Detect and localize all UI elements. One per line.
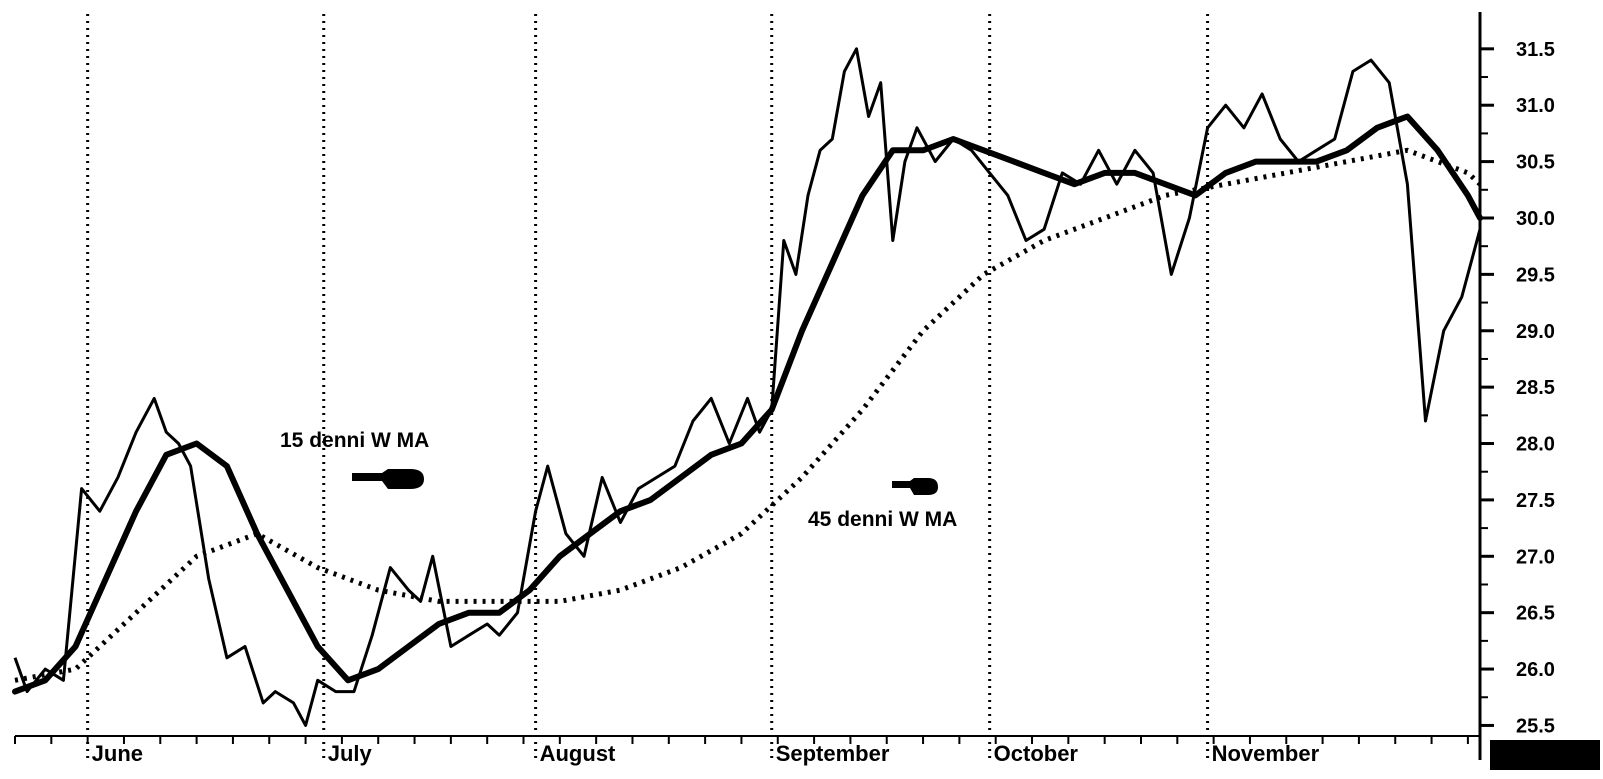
month-label: November	[1212, 741, 1320, 766]
ma-15-line	[12, 113, 1483, 695]
month-label: June	[92, 741, 143, 766]
ma-45-line	[14, 147, 1482, 683]
y-tick-label: 31.5	[1516, 39, 1555, 61]
annotation-15-day-label: 15 denni W MA	[280, 429, 429, 452]
pointing-hand-icon	[352, 469, 424, 489]
y-tick-label: 26.5	[1516, 603, 1555, 625]
y-tick-label: 28.5	[1516, 377, 1555, 399]
y-tick-label: 29.0	[1516, 321, 1555, 343]
month-label: September	[776, 741, 890, 766]
y-tick-label: 30.5	[1516, 152, 1555, 174]
y-tick-label: 26.0	[1516, 659, 1555, 681]
x-axis	[14, 735, 1480, 744]
y-axis-labels: 25.5 26.0 26.5 27.0 27.5 28.0 28.5 29.0 29.5 30.0…	[1516, 39, 1555, 738]
y-tick-label: 25.5	[1516, 715, 1555, 737]
pointing-hand-icon-2	[892, 478, 938, 495]
corner-block	[1490, 740, 1600, 770]
x-axis-labels: June July August September October November	[92, 741, 1320, 766]
y-tick-label: 27.5	[1516, 490, 1555, 512]
annotation-15-day: 15 denni W MA	[280, 429, 429, 489]
month-label: July	[328, 741, 373, 766]
annotation-45-day: 45 denni W MA	[808, 478, 957, 531]
price-line	[13, 47, 1482, 727]
y-tick-label: 30.0	[1516, 208, 1555, 230]
month-grid	[86, 14, 1210, 760]
series-group	[12, 47, 1483, 727]
y-tick-label: 31.0	[1516, 95, 1555, 117]
y-tick-label: 27.0	[1516, 546, 1555, 568]
y-axis	[1478, 12, 1494, 760]
month-label: October	[994, 741, 1079, 766]
annotation-45-day-label: 45 denni W MA	[808, 508, 957, 531]
y-tick-label: 29.5	[1516, 264, 1555, 286]
y-tick-label: 28.0	[1516, 434, 1555, 456]
month-label: August	[540, 741, 616, 766]
